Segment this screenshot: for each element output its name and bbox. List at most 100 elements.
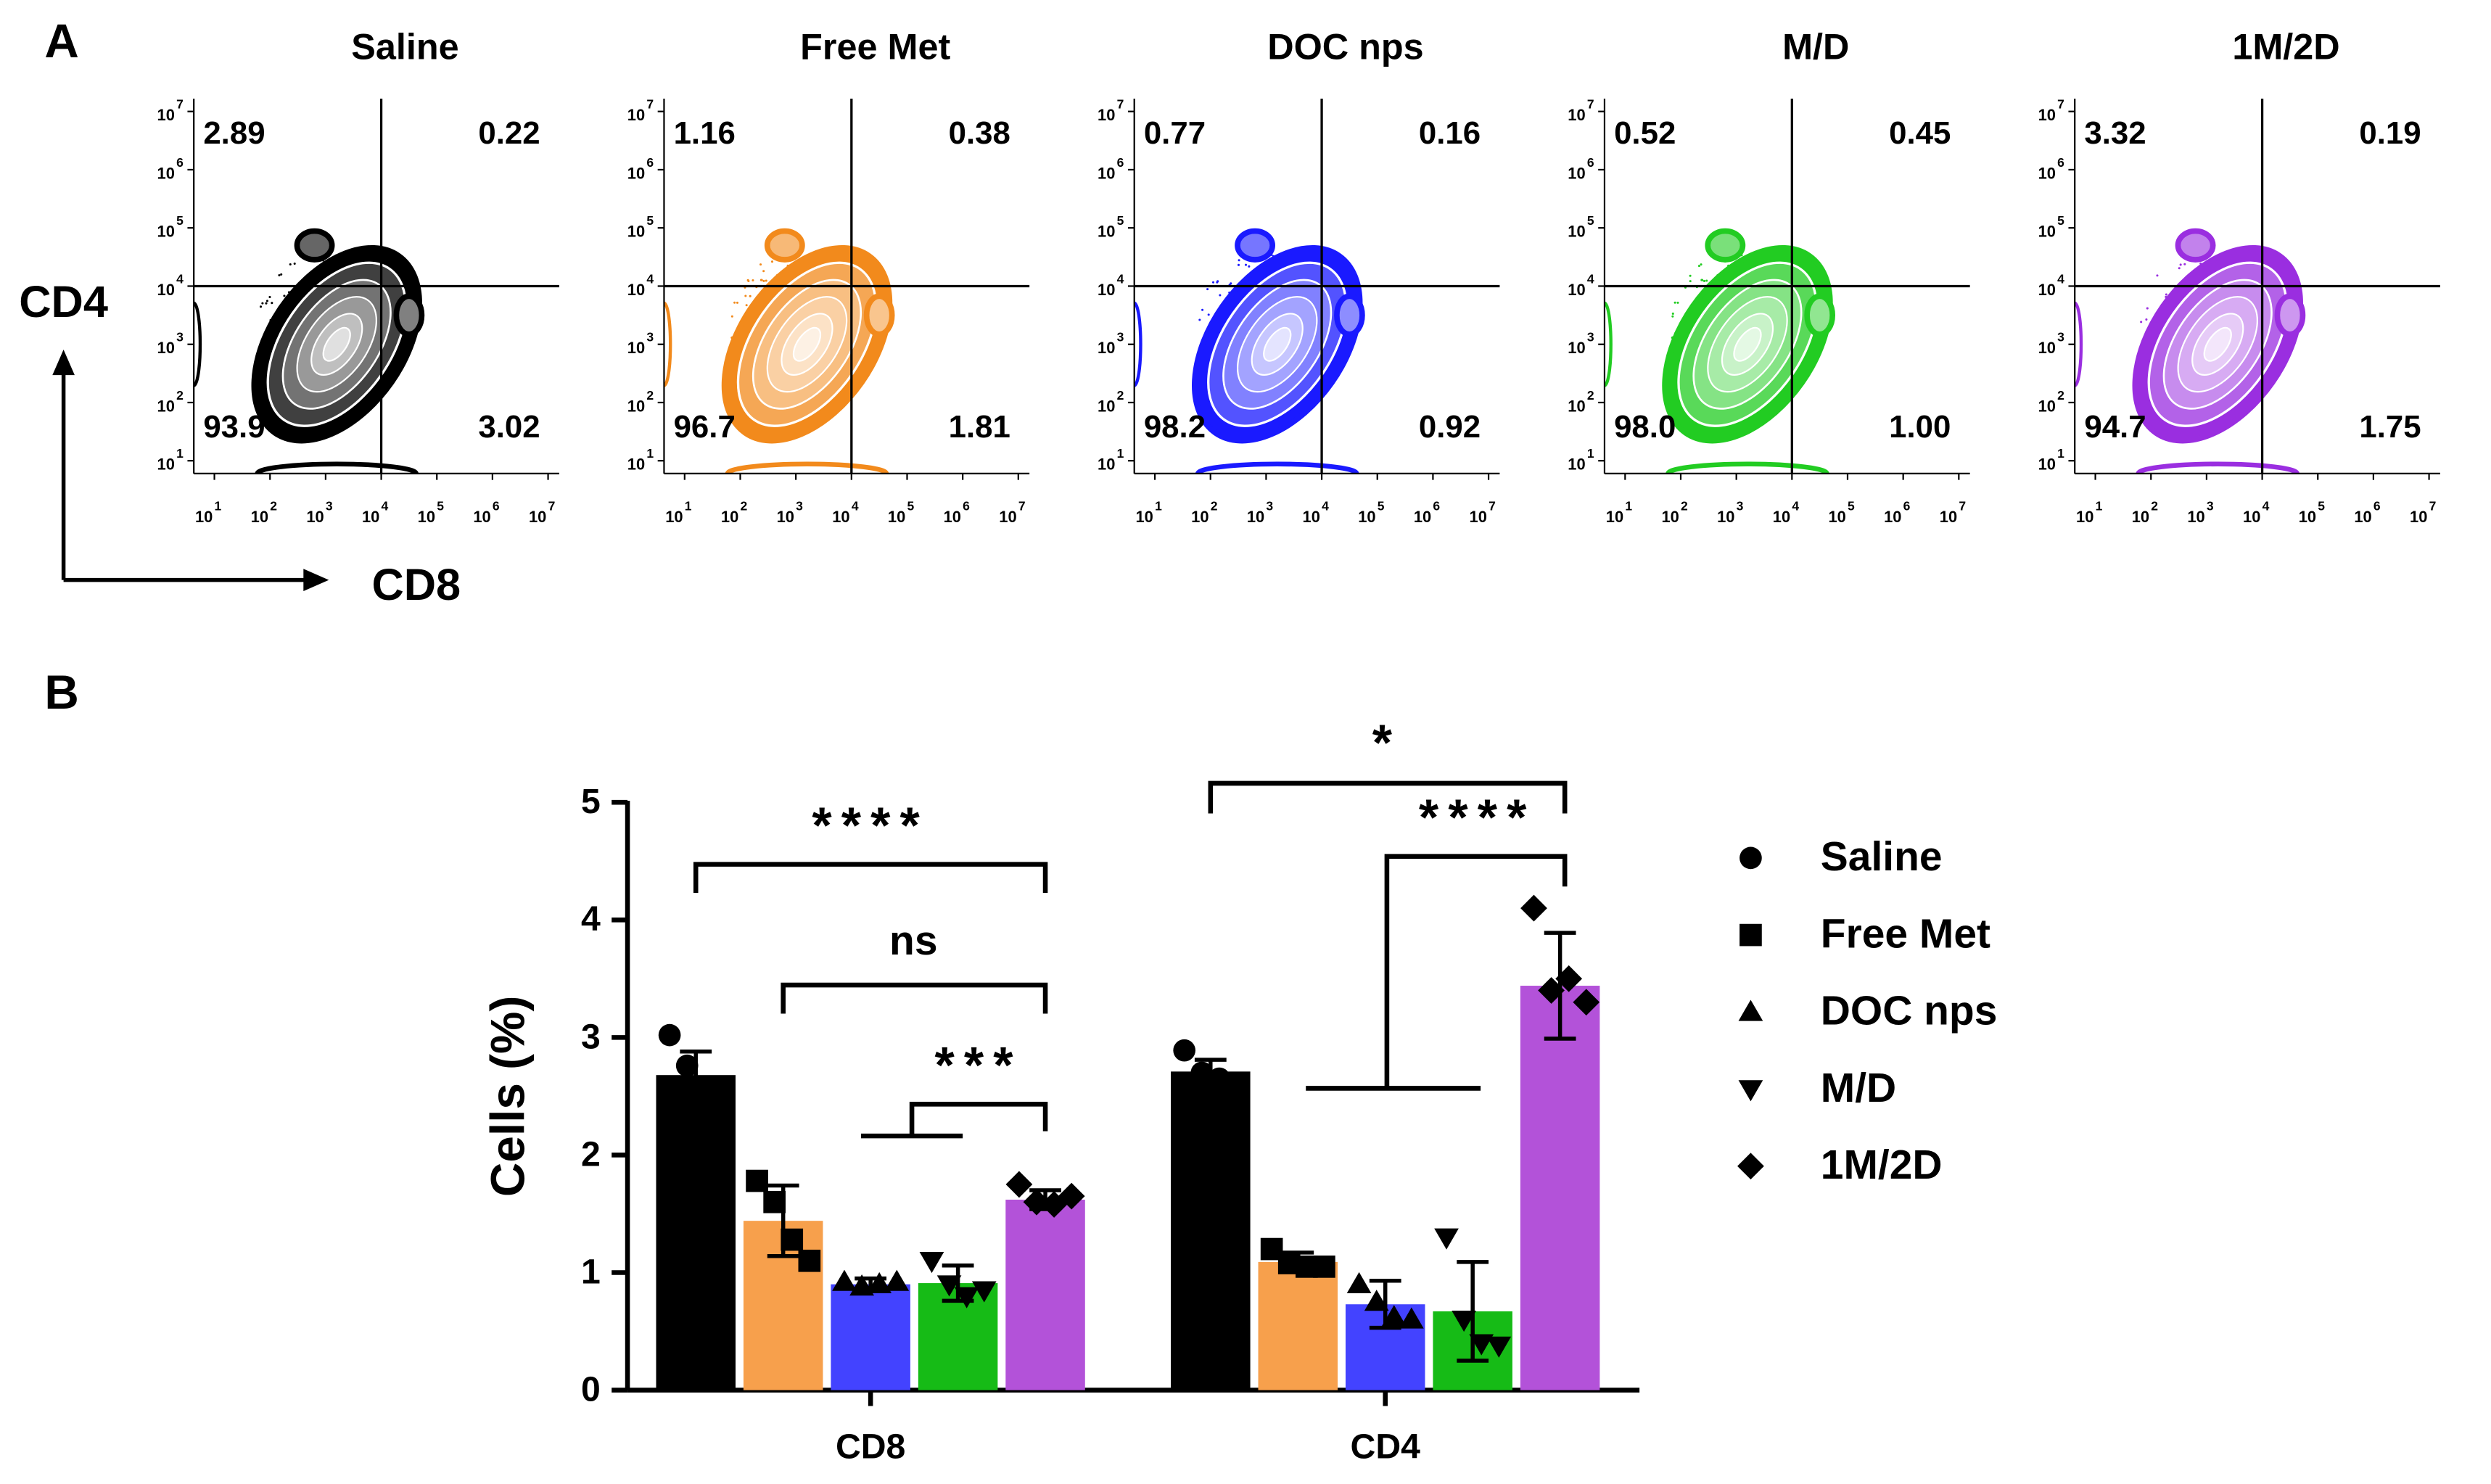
x-tick-exponent: 2 <box>1211 498 1218 513</box>
x-tick-base: 10 <box>2354 508 2371 526</box>
significance-bracket <box>693 862 1048 894</box>
y-tick-exponent: 6 <box>646 155 654 170</box>
y-tick-exponent: 5 <box>2057 213 2064 228</box>
contours <box>1604 228 1836 474</box>
y-tick-base: 10 <box>1568 455 1585 474</box>
quadrant-value: 93.9 <box>203 409 265 445</box>
y-tick-exponent: 3 <box>646 330 654 345</box>
x-tick-base: 10 <box>1884 508 1901 526</box>
event-dot <box>745 304 748 307</box>
x-tick-base: 10 <box>832 508 849 526</box>
y-tick-base: 10 <box>1568 106 1585 124</box>
data-point <box>971 1281 997 1303</box>
event-dot <box>759 263 762 266</box>
event-dot <box>261 302 264 305</box>
x-tick-base: 10 <box>306 508 324 526</box>
panel-label: B <box>44 666 78 719</box>
event-dot <box>1201 308 1204 311</box>
y-tick-exponent: 7 <box>1117 97 1124 112</box>
x-tick-base: 10 <box>1136 508 1153 526</box>
y-tick-base: 10 <box>157 106 175 124</box>
quadrant-value: 0.45 <box>1889 115 1951 151</box>
contour <box>322 326 351 362</box>
legend-marker <box>1737 1153 1764 1180</box>
quadrant-value: 0.38 <box>949 115 1010 151</box>
x-tick-exponent: 7 <box>1489 498 1496 513</box>
contour <box>294 228 335 263</box>
panel-title: M/D <box>1782 25 1849 67</box>
y-tick-exponent: 2 <box>176 388 184 403</box>
y-tick-label: 0 <box>581 1369 601 1409</box>
legend-marker <box>1738 1080 1763 1102</box>
x-tick-base: 10 <box>1247 508 1264 526</box>
data-point <box>1434 1228 1459 1250</box>
y-tick-base: 10 <box>1568 164 1585 182</box>
y-tick-exponent: 1 <box>646 446 654 461</box>
significance-bracket <box>1208 780 1568 814</box>
y-tick-exponent: 1 <box>1117 446 1124 461</box>
event-dot <box>1206 288 1209 291</box>
y-tick-exponent: 1 <box>1587 446 1594 461</box>
contour <box>194 301 202 387</box>
quadrant-value: 0.77 <box>1144 115 1206 151</box>
y-tick-label: 4 <box>581 899 601 939</box>
y-tick-base: 10 <box>627 106 645 124</box>
contour <box>1235 228 1275 263</box>
y-tick-exponent: 3 <box>1117 330 1124 345</box>
event-dot <box>1705 279 1708 282</box>
data-point <box>675 1054 699 1077</box>
legend-marker <box>1739 923 1762 947</box>
data-point <box>1023 1188 1050 1216</box>
y-tick-exponent: 4 <box>176 271 184 286</box>
contour <box>2075 301 2083 387</box>
contour <box>1604 301 1613 387</box>
legend-label: DOC nps <box>1821 988 1998 1034</box>
event-dot <box>265 300 269 302</box>
quadrant-value: 96.7 <box>674 409 736 445</box>
y-tick-exponent: 3 <box>1587 330 1594 345</box>
axis-arrows <box>52 350 329 591</box>
x-tick-exponent: 6 <box>1903 498 1911 513</box>
event-dot <box>1219 294 1222 297</box>
y-tick-base: 10 <box>1568 397 1585 415</box>
significance-label: **** <box>812 797 929 854</box>
event-dot <box>1673 301 1676 304</box>
legend-label: Saline <box>1821 833 1943 880</box>
x-tick-exponent: 7 <box>1018 498 1026 513</box>
significance-bracket <box>781 982 1048 1014</box>
y-tick-exponent: 4 <box>1117 271 1124 286</box>
y-tick-exponent: 7 <box>1587 97 1594 112</box>
y-tick-exponent: 2 <box>1587 388 1594 403</box>
x-tick-exponent: 4 <box>382 498 389 513</box>
y-tick-base: 10 <box>157 223 175 241</box>
quadrant-value: 1.75 <box>2359 409 2421 445</box>
x-tick-exponent: 4 <box>852 498 859 513</box>
event-dot <box>1207 313 1210 316</box>
event-dot <box>1700 263 1702 266</box>
quadrant-value: 1.16 <box>674 115 736 151</box>
y-tick-base: 10 <box>1098 455 1115 474</box>
y-tick-exponent: 5 <box>1117 213 1124 228</box>
quadrant-value: 98.2 <box>1144 409 1206 445</box>
x-tick-base: 10 <box>1773 508 1790 526</box>
y-tick-base: 10 <box>157 397 175 415</box>
data-point <box>867 1271 892 1293</box>
y-tick-label: 5 <box>581 782 601 821</box>
legend-label: M/D <box>1821 1065 1896 1111</box>
x-tick-exponent: 5 <box>1848 498 1855 513</box>
y-tick-exponent: 6 <box>176 155 184 170</box>
event-dot <box>278 273 281 277</box>
significance-label: **** <box>1419 789 1536 846</box>
x-tick-base: 10 <box>944 508 961 526</box>
x-tick-exponent: 6 <box>963 498 970 513</box>
data-point <box>1399 1307 1424 1329</box>
y-tick-exponent: 2 <box>646 388 654 403</box>
event-dot <box>289 263 292 266</box>
contour <box>1804 293 1836 337</box>
quadrant-value: 0.22 <box>478 115 540 151</box>
data-point <box>884 1269 910 1291</box>
x-tick-exponent: 6 <box>2373 498 2381 513</box>
x-tick-exponent: 7 <box>2429 498 2437 513</box>
